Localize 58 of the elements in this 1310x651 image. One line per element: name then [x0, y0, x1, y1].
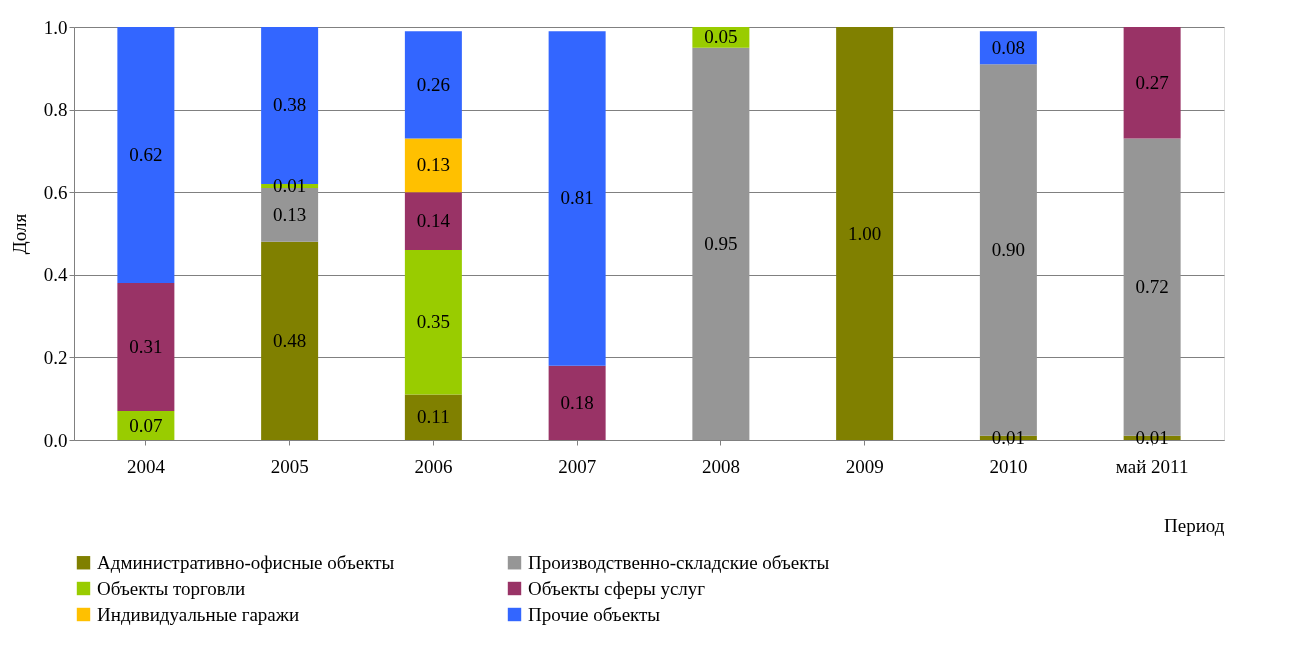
data-label: 0.05: [704, 26, 738, 48]
y-axis-title: Доля: [8, 213, 30, 255]
bar: [404, 192, 462, 251]
data-label: 0.07: [129, 414, 163, 436]
y-tick-label: 1.0: [43, 16, 68, 38]
bar: [1123, 27, 1181, 139]
data-label: 0.13: [416, 154, 450, 176]
data-label: 0.90: [991, 239, 1025, 261]
bar: [117, 283, 175, 412]
data-label: 0.01: [273, 175, 307, 197]
legend-label: Индивидуальные гаражи: [97, 603, 300, 625]
data-label: 0.13: [273, 203, 307, 225]
data-label: 0.11: [417, 406, 450, 428]
bar: [404, 138, 462, 193]
data-label: 0.35: [416, 311, 450, 333]
bar: [261, 241, 319, 440]
y-tick-label: 0.4: [43, 264, 68, 286]
bar: [548, 31, 606, 366]
bar: [117, 27, 175, 284]
bar: [692, 47, 750, 440]
x-tick-label: 2008: [701, 455, 740, 477]
y-tick-label: 0.0: [43, 429, 68, 451]
legend-label: Прочие объекты: [528, 603, 661, 625]
bar: [404, 394, 462, 440]
data-label: 0.01: [991, 426, 1025, 448]
data-label: 0.38: [273, 94, 307, 116]
legend-label: Объекты сферы услуг: [528, 577, 706, 599]
data-label: 1.00: [848, 222, 882, 244]
y-tick-label: 0.8: [43, 99, 68, 121]
legend-label: Административно-офисные объекты: [97, 551, 395, 573]
data-label: 0.31: [129, 336, 163, 358]
data-label: 0.14: [416, 210, 451, 232]
x-tick-label: 2010: [989, 455, 1028, 477]
data-label: 0.26: [416, 73, 450, 95]
x-tick-label: 2007: [558, 455, 597, 477]
x-tick-label: 2004: [126, 455, 166, 477]
data-label: 0.27: [1135, 71, 1169, 93]
data-label: 0.48: [273, 329, 307, 351]
x-axis-title: Период: [1164, 514, 1225, 536]
bar: [548, 365, 606, 440]
data-label: 0.08: [991, 36, 1025, 58]
legend-label: Производственно-складские объекты: [528, 551, 830, 573]
x-tick-label: 2009: [845, 455, 884, 477]
y-tick-label: 0.6: [43, 181, 68, 203]
x-tick-label: май 2011: [1115, 455, 1189, 477]
y-tick-label: 0.2: [43, 346, 68, 368]
data-label: 0.18: [560, 391, 594, 413]
data-label: 0.81: [560, 187, 594, 209]
bar: [836, 27, 894, 440]
data-label: 0.95: [704, 232, 738, 254]
bar: [404, 250, 462, 395]
data-label: 0.01: [1135, 426, 1169, 448]
x-tick-label: 2005: [270, 455, 309, 477]
legend-label: Объекты торговли: [97, 577, 246, 599]
data-label: 0.62: [129, 144, 163, 166]
data-label: 0.72: [1135, 276, 1169, 298]
x-tick-label: 2006: [414, 455, 453, 477]
bar: [404, 31, 462, 139]
